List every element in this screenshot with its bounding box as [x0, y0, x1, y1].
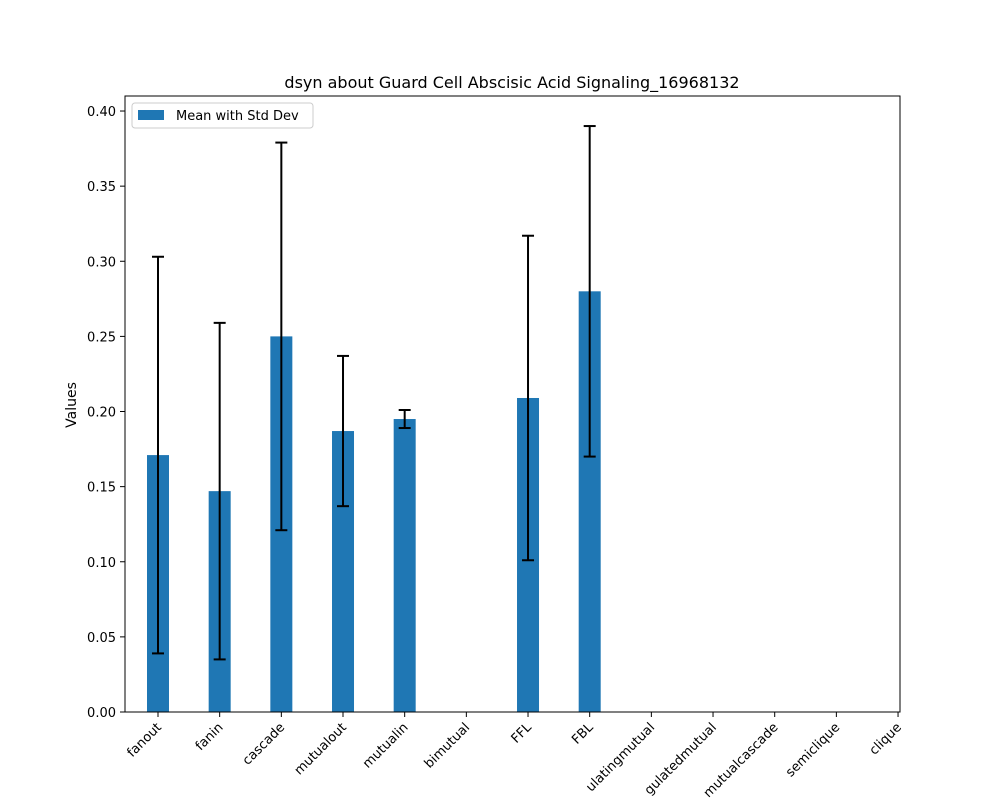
errorbar-fanin [213, 321, 226, 661]
bar-FBL [578, 291, 601, 712]
chart-title: dsyn about Guard Cell Abscisic Acid Sign… [284, 73, 739, 93]
errorbar-fanout [152, 255, 164, 655]
legend-label: Mean with Std Dev [176, 109, 299, 124]
y-tick-label: 0.30 [87, 255, 116, 270]
y-tick-label: 0.10 [87, 556, 116, 571]
errorbar-FBL [583, 125, 596, 458]
errorbars-layer [152, 125, 596, 661]
errorbar-cascade [275, 141, 288, 532]
y-tick-label: 0.00 [87, 706, 116, 721]
y-tick-label: 0.20 [87, 406, 116, 421]
errorbar-FFL [522, 234, 535, 562]
errorbar-mutualout [337, 354, 350, 508]
plot-frame [124, 95, 901, 713]
legend-swatch [138, 110, 164, 120]
y-axis: 0.00 0.05 0.10 0.15 0.20 0.25 0.30 0.35 0.40 [87, 105, 125, 721]
bar-mutualin [393, 419, 416, 712]
y-tick-label: 0.15 [87, 481, 116, 496]
y-axis-label: Values [64, 382, 80, 428]
y-tick-label: 0.05 [87, 631, 116, 646]
y-tick-label: 0.35 [87, 180, 116, 195]
y-tick-label: 0.25 [87, 330, 116, 345]
errorbar-mutualin [398, 409, 411, 430]
legend: Mean with Std Dev [131, 102, 314, 129]
y-tick-label: 0.40 [87, 105, 116, 120]
bar-mutualout [332, 431, 355, 712]
bars-layer [147, 291, 601, 712]
legend-box [131, 102, 314, 129]
